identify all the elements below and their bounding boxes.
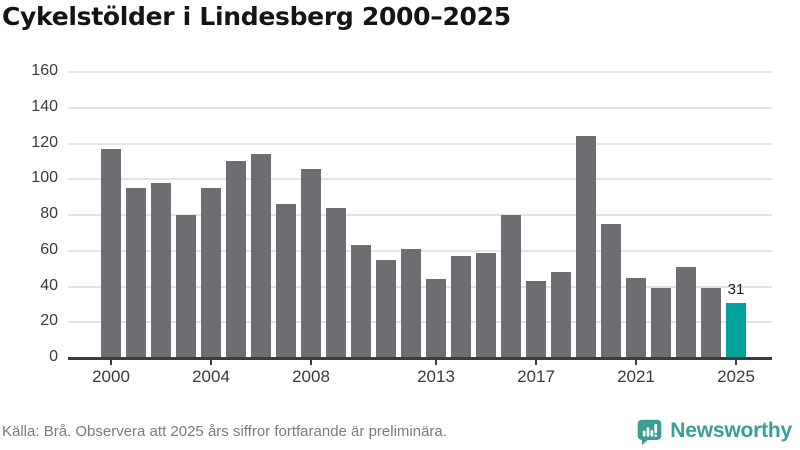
bar-2010 [351,245,371,358]
y-tick-label-60: 60 [40,240,58,258]
bar-2012 [401,248,421,358]
footer: Källa: Brå. Observera att 2025 års siffr… [0,412,800,450]
x-tick-mark-2000 [110,360,112,365]
x-tick-mark-2017 [535,360,537,365]
bar-value-label: 31 [727,280,745,298]
x-tick-label-2000: 2000 [92,367,130,386]
bar-2018 [551,272,571,358]
x-axis-line [68,357,772,360]
bar-2014 [451,256,471,358]
bar-2013 [426,279,446,358]
y-tick-label-140: 140 [31,97,58,115]
bar-2005 [226,161,246,358]
bar-2000 [101,148,121,358]
newsworthy-logo-icon [637,419,662,445]
newsworthy-logo: Newsworthy [636,418,792,445]
source-note: Källa: Brå. Observera att 2025 års siffr… [2,422,447,440]
x-tick-label-2025: 2025 [717,367,755,386]
bar-2015 [476,252,496,358]
gridline-80 [68,214,772,216]
bar-2003 [176,215,196,358]
x-tick-mark-2021 [635,360,637,365]
x-tick-label-2008: 2008 [292,367,330,386]
newsworthy-logo-text: Newsworthy [670,419,792,442]
gridline-140 [68,106,772,109]
bar-2021 [626,277,646,358]
bar-2019 [576,136,596,358]
bar-2001 [126,188,146,358]
y-tick-label-160: 160 [31,62,58,79]
bar-2004 [201,188,221,358]
gridline-120 [68,142,772,145]
x-tick-mark-2013 [435,360,437,365]
gridline-100 [68,178,772,181]
bar-2011 [376,259,396,358]
y-tick-label-0: 0 [49,348,58,365]
bar-2007 [276,204,296,358]
y-tick-label-100: 100 [31,169,58,187]
bar-2008 [301,168,321,358]
chart-title: Cykelstölder i Lindesberg 2000–2025 [2,2,511,31]
bar-2024 [701,288,721,358]
bar-2017 [526,281,546,358]
bar-chart: 0 20 40 60 80 100 120 140 160 31 2000 2004 2008 2013 2… [31,62,772,386]
y-tick-label-40: 40 [40,276,58,294]
bar-2023 [676,266,696,358]
x-tick-label-2004: 2004 [192,367,230,386]
x-tick-mark-2008 [310,360,312,365]
bar-2020 [601,223,621,358]
x-tick-label-2021: 2021 [617,367,655,386]
bar-2002 [151,182,171,358]
bar-2009 [326,207,346,358]
bar-2006 [251,154,271,358]
bar-2025 [726,302,746,358]
y-tick-label-80: 80 [40,205,58,222]
x-tick-mark-2025 [735,360,737,365]
gridline-160 [68,71,772,73]
x-tick-label-2017: 2017 [517,367,555,386]
bar-2022 [651,288,671,358]
y-tick-label-20: 20 [40,312,58,330]
y-tick-label-120: 120 [31,133,58,151]
x-tick-mark-2004 [210,360,212,365]
x-tick-label-2013: 2013 [417,367,455,386]
bar-2016 [501,215,521,358]
